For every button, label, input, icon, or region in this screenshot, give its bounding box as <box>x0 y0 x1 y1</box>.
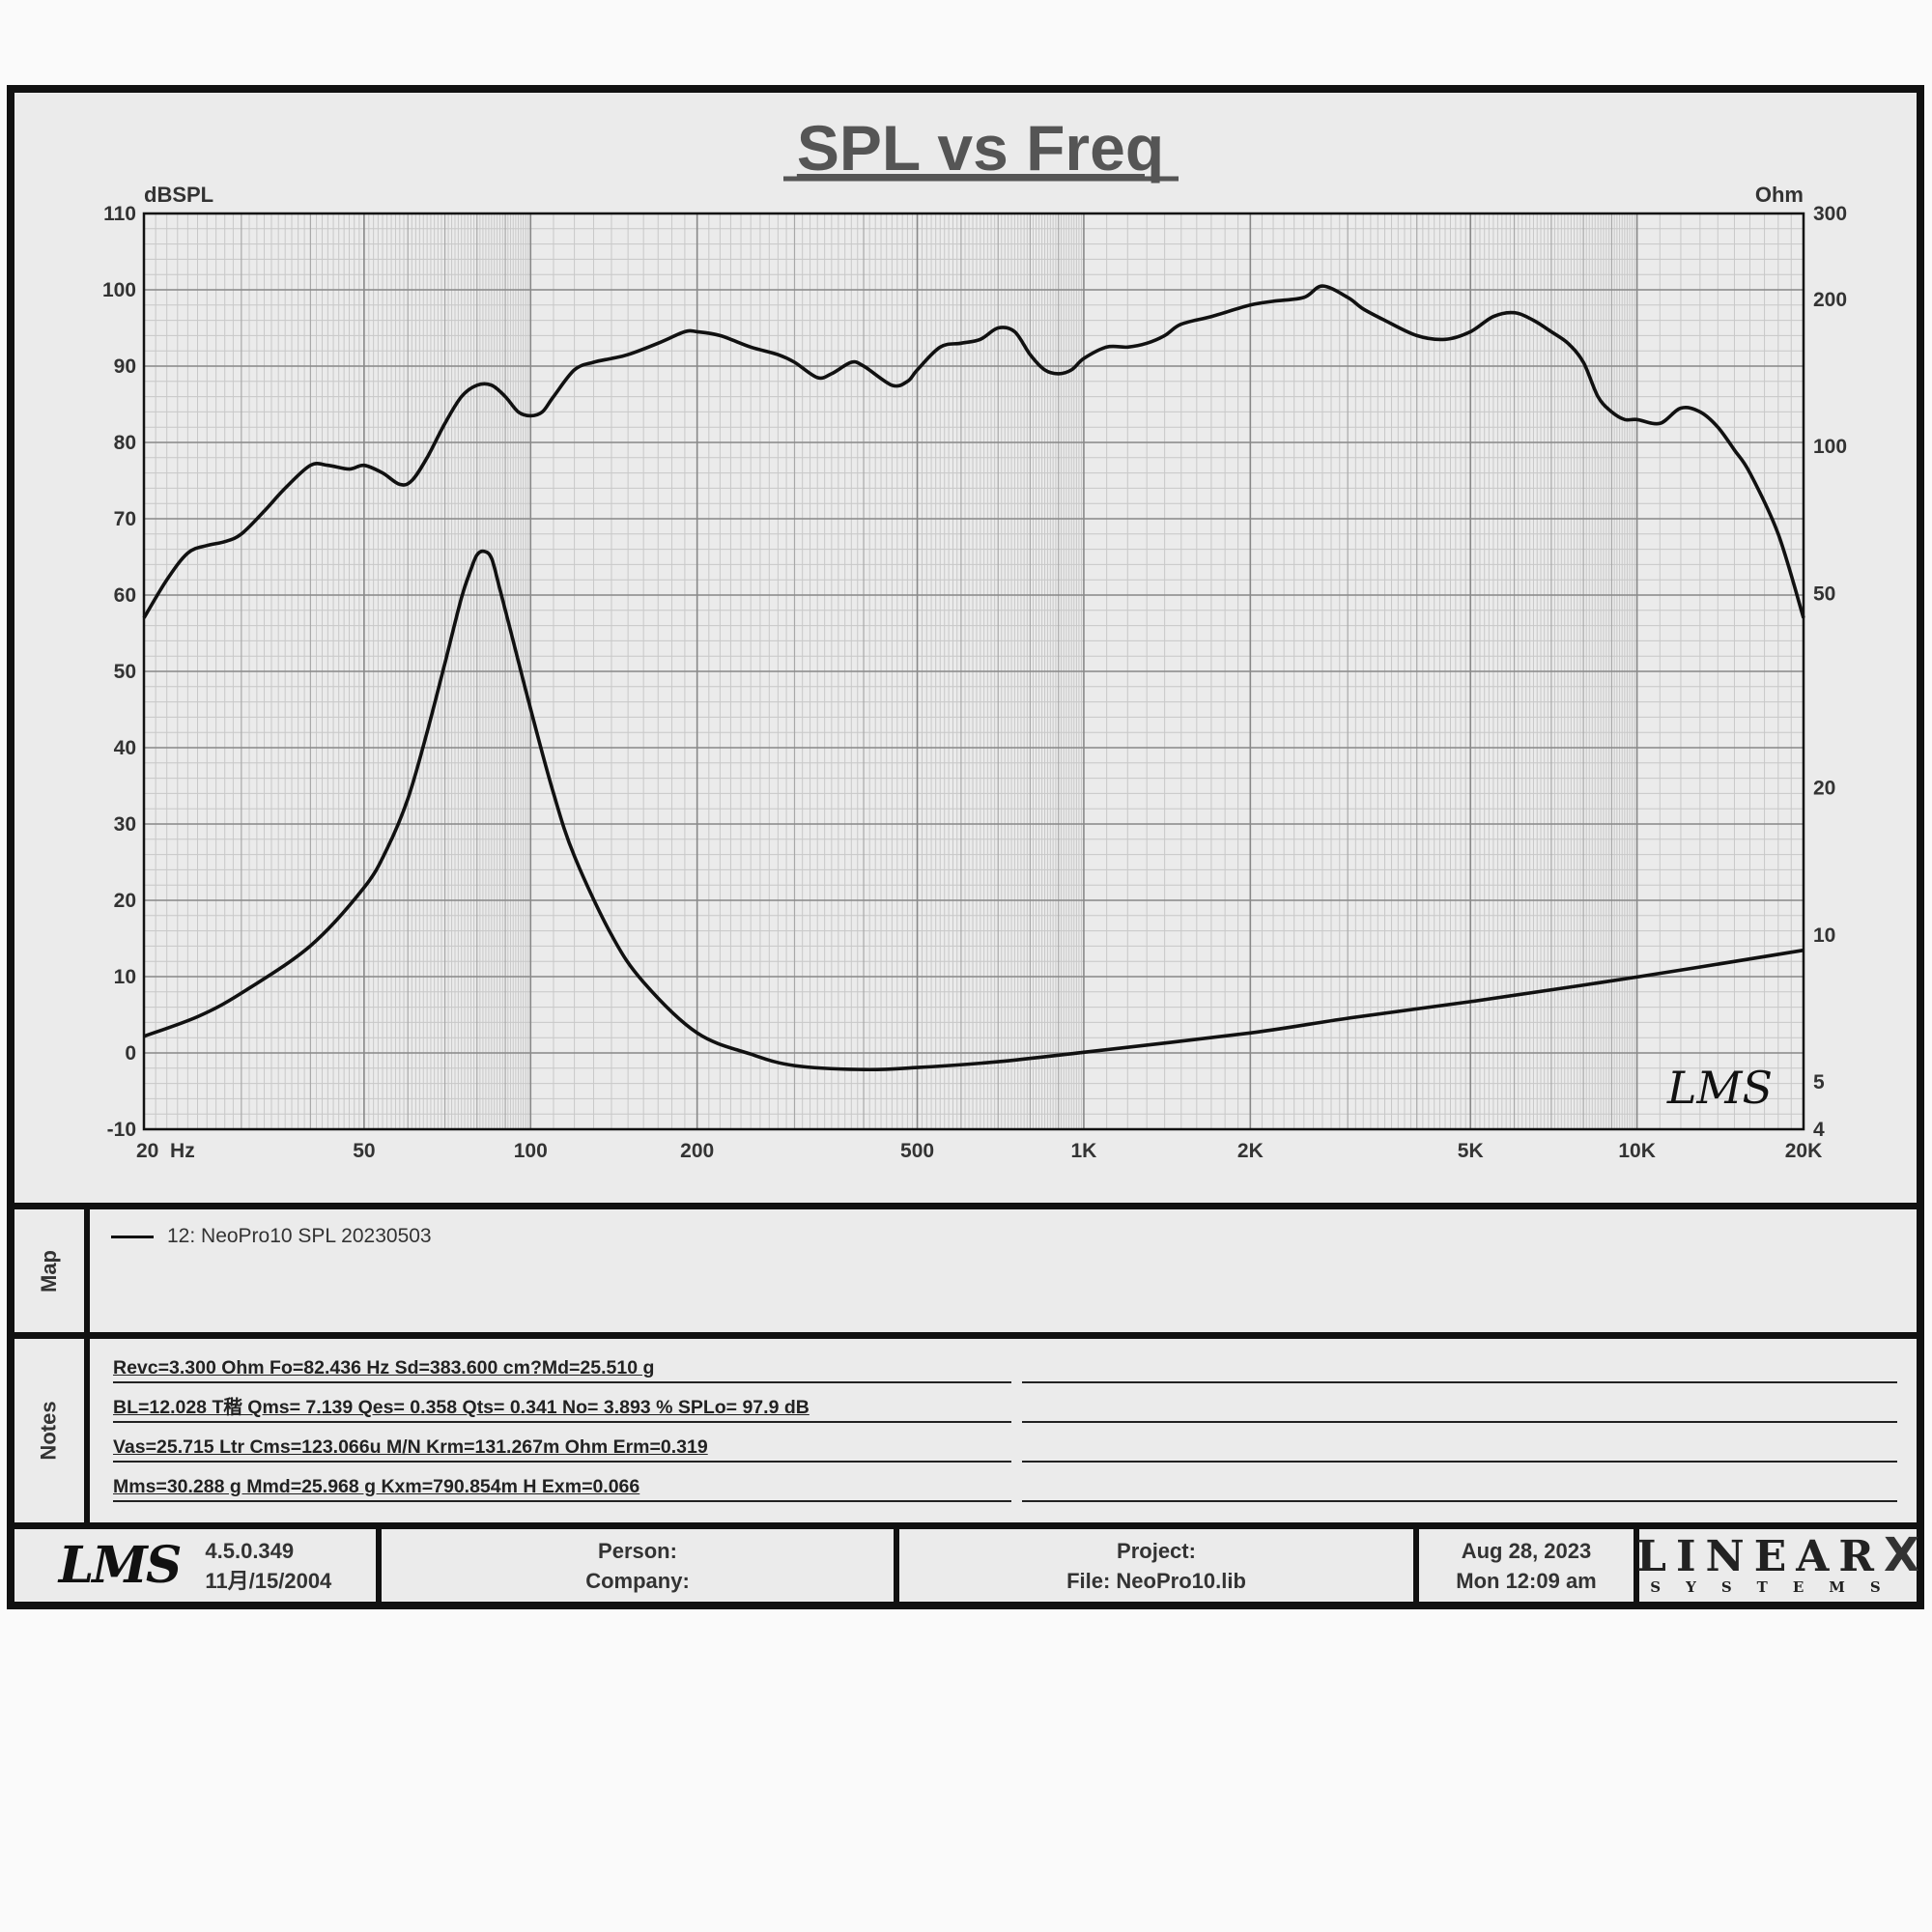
x-tick-label: 200 <box>680 1140 714 1162</box>
date-text: Aug 28, 2023 <box>1461 1538 1592 1563</box>
x-tick-label: 1K <box>1071 1140 1097 1162</box>
y-left-unit-label: dBSPL <box>144 183 213 207</box>
y-right-tick-label: 20 <box>1813 778 1835 800</box>
x-tick-label: 10K <box>1618 1140 1656 1162</box>
y-left-tick-label: 10 <box>114 966 136 988</box>
y-left-tick-label: 0 <box>125 1042 136 1065</box>
report-frame: SPL vs Freq dBSPL Ohm 110 100 90 80 70 60 50 40 30 2… <box>7 85 1924 1609</box>
divider-map-notes <box>14 1332 1917 1339</box>
y-left-tick-label: 110 <box>103 203 136 225</box>
footer-project-cell: Project: File: NeoPro10.lib <box>899 1529 1413 1602</box>
note-line-3: Vas=25.715 Ltr Cms=123.066u M/N Krm=131.… <box>113 1424 1011 1463</box>
x-tick-label: 2K <box>1237 1140 1264 1162</box>
note-line-1: Revc=3.300 Ohm Fo=82.436 Hz Sd=383.600 c… <box>113 1345 1011 1383</box>
legend-entry: 12: NeoPro10 SPL 20230503 <box>167 1225 432 1247</box>
notes-label-cell: Notes <box>14 1339 84 1522</box>
lms-watermark: LMS <box>1666 1062 1773 1114</box>
y-left-tick-label: 90 <box>114 355 136 378</box>
notes-section: Notes Revc=3.300 Ohm Fo=82.436 Hz Sd=383… <box>14 1339 1917 1522</box>
y-left-tick-label: 20 <box>114 890 136 912</box>
y-right-tick-label: 200 <box>1813 289 1847 311</box>
note-line-2: BL=12.028 T稭 Qms= 7.139 Qes= 0.358 Qts= … <box>113 1384 1011 1423</box>
y-left-tick-label: 100 <box>102 279 136 301</box>
divider-notes-footer <box>14 1522 1917 1529</box>
y-left-tick-label: 40 <box>114 737 136 759</box>
linearx-word: LINEAR <box>1636 1531 1884 1581</box>
linearx-systems: SYSTEMS <box>1650 1577 1906 1596</box>
person-label: Person: <box>598 1538 677 1563</box>
y-left-tick-label: 30 <box>114 813 136 836</box>
map-section: Map 12: NeoPro10 SPL 20230503 <box>14 1209 1917 1332</box>
impedance-curve <box>143 549 1804 1072</box>
footer-version-cell: LMS 4.5.0.349 11月/15/2004 <box>14 1529 376 1602</box>
map-label-cell: Map <box>14 1209 84 1332</box>
chart-title: SPL vs Freq <box>797 112 1164 184</box>
footer-divider-1 <box>376 1529 382 1602</box>
x-tick-label: 500 <box>900 1140 934 1162</box>
footer: LMS 4.5.0.349 11月/15/2004 Person: Compan… <box>14 1527 1919 1602</box>
y-right-tick-label: 50 <box>1813 582 1835 605</box>
y-right-tick-label: 300 <box>1813 203 1847 225</box>
note-blank-3 <box>1022 1424 1897 1463</box>
x-tick-label: 20 Hz <box>136 1140 195 1162</box>
footer-divider-2 <box>894 1529 899 1602</box>
x-tick-label: 20K <box>1785 1140 1823 1162</box>
lms-logo: LMS <box>58 1536 183 1595</box>
map-label: Map <box>37 1249 61 1293</box>
legend-swatch <box>111 1235 154 1238</box>
legend: 12: NeoPro10 SPL 20230503 <box>111 1225 432 1248</box>
y-right-tick-label: 100 <box>1813 436 1847 458</box>
y-left-tick-label: 50 <box>114 661 136 683</box>
footer-divider-3 <box>1413 1529 1419 1602</box>
y-left-tick-label: 80 <box>114 432 136 454</box>
time-text: Mon 12:09 am <box>1456 1568 1597 1593</box>
version-text: 4.5.0.349 <box>205 1538 295 1563</box>
y-left-tick-label: -10 <box>107 1119 136 1141</box>
note-line-4: Mms=30.288 g Mmd=25.968 g Kxm=790.854m H… <box>113 1463 1011 1502</box>
y-left-tick-label: 70 <box>114 508 136 530</box>
y-right-tick-label: 4 <box>1813 1119 1825 1141</box>
notes-divider <box>84 1339 90 1522</box>
company-label: Company: <box>585 1568 690 1593</box>
y-right-tick-label: 10 <box>1813 924 1835 947</box>
notes-label: Notes <box>37 1401 61 1461</box>
y-right-unit-label: Ohm <box>1755 183 1804 207</box>
linearx-x: X <box>1883 1527 1919 1582</box>
map-divider <box>84 1209 90 1332</box>
linearx-logo: LINEARX SYSTEMS <box>1636 1527 1919 1602</box>
spl-curve <box>142 284 1805 619</box>
x-tick-label: 100 <box>514 1140 548 1162</box>
plot-border <box>142 212 1805 1131</box>
y-right-tick-label: 5 <box>1813 1071 1825 1094</box>
file-label: File: NeoPro10.lib <box>1066 1568 1246 1593</box>
footer-divider-4 <box>1634 1529 1639 1602</box>
version-date: 11月/15/2004 <box>205 1568 332 1593</box>
y-left-tick-label: 60 <box>114 584 136 607</box>
footer-person-cell: Person: Company: <box>382 1529 894 1602</box>
divider-chart-map <box>14 1203 1917 1209</box>
footer-date-cell: Aug 28, 2023 Mon 12:09 am <box>1419 1529 1634 1602</box>
x-tick-label: 5K <box>1458 1140 1484 1162</box>
x-tick-label: 50 <box>353 1140 375 1162</box>
note-blank-4 <box>1022 1463 1897 1502</box>
note-blank-1 <box>1022 1345 1897 1383</box>
project-label: Project: <box>1117 1538 1196 1563</box>
note-blank-2 <box>1022 1384 1897 1423</box>
